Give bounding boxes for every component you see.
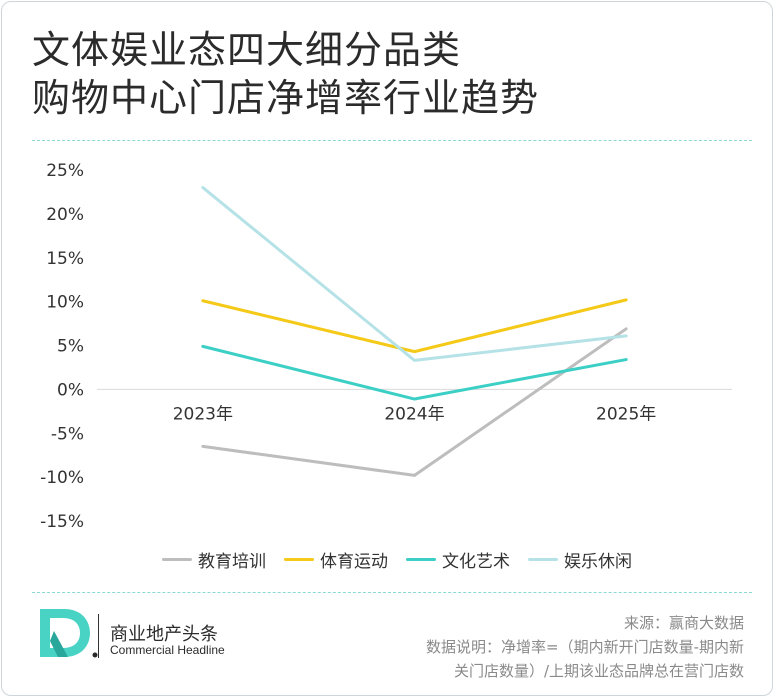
series-line-3 bbox=[201, 344, 628, 401]
title-line-2: 购物中心门店净增率行业趋势 bbox=[32, 76, 540, 120]
chart-legend: 教育培训 体育运动 文化艺术 娱乐休闲 bbox=[162, 547, 632, 572]
y-tick-label: 20% bbox=[46, 205, 84, 225]
legend-label: 教育培训 bbox=[198, 552, 266, 572]
y-tick-label: 15% bbox=[46, 249, 84, 269]
title-line-1: 文体娱业态四大细分品类 bbox=[32, 28, 462, 72]
source-text: 来源：赢商大数据 bbox=[623, 614, 744, 632]
source-note: 来源：赢商大数据 数据说明：净增率=（期内新开门店数量-期内新 关门店数量）/上… bbox=[384, 611, 744, 683]
y-tick-label: 5% bbox=[57, 337, 84, 357]
y-tick-label: -15% bbox=[40, 512, 84, 532]
legend-swatch bbox=[162, 558, 192, 561]
y-tick-label: -10% bbox=[40, 468, 84, 488]
legend-label: 体育运动 bbox=[320, 552, 388, 572]
legend-swatch bbox=[528, 558, 558, 561]
legend-item: 教育培训 bbox=[162, 547, 266, 572]
page-title: 文体娱业态四大细分品类 购物中心门店净增率行业趋势 bbox=[32, 26, 539, 122]
legend-label: 文化艺术 bbox=[442, 552, 510, 572]
y-tick-label: 25% bbox=[46, 161, 84, 181]
legend-item: 娱乐休闲 bbox=[528, 547, 632, 572]
legend-label: 娱乐休闲 bbox=[564, 552, 632, 572]
x-tick-label: 2025年 bbox=[596, 404, 656, 424]
legend-swatch bbox=[284, 558, 314, 561]
line-chart: 25% 20% 15% 10% 5% 0% -5% -10% -15% 2023年 2024年 202… bbox=[40, 161, 732, 532]
y-tick-label: 0% bbox=[57, 380, 84, 400]
series-line-2 bbox=[201, 298, 628, 354]
x-tick-label: 2024年 bbox=[384, 404, 444, 424]
x-tick-label: 2023年 bbox=[173, 404, 233, 424]
brand-name-en: Commercial Headline bbox=[110, 643, 225, 657]
series-line-4 bbox=[201, 186, 628, 362]
top-divider bbox=[32, 140, 752, 141]
series-line-1 bbox=[201, 327, 628, 477]
bottom-divider bbox=[32, 592, 752, 593]
legend-swatch bbox=[406, 558, 436, 561]
y-tick-label: -5% bbox=[51, 424, 84, 444]
brand-separator bbox=[98, 614, 99, 658]
brand-name-cn: 商业地产头条 bbox=[110, 624, 218, 645]
legend-item: 文化艺术 bbox=[406, 547, 510, 572]
note-line-2: 关门店数量）/上期该业态品牌总在营门店数 bbox=[453, 662, 744, 680]
y-tick-label: 10% bbox=[46, 293, 84, 313]
note-line-1: 数据说明：净增率=（期内新开门店数量-期内新 bbox=[426, 638, 744, 656]
legend-item: 体育运动 bbox=[284, 547, 388, 572]
brand-logo-icon bbox=[40, 609, 98, 658]
